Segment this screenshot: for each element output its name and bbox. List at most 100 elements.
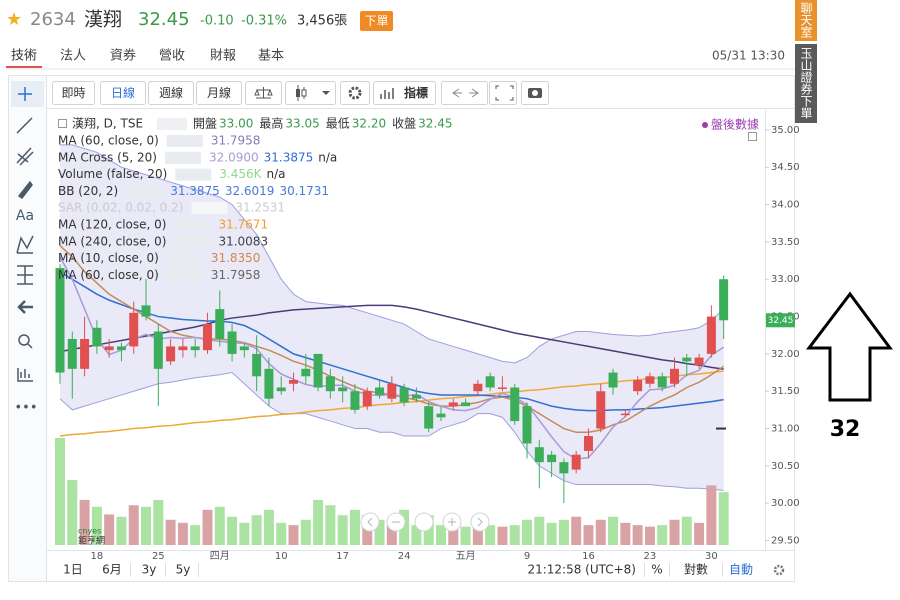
volume-bar (202, 509, 213, 545)
volume-bar (595, 519, 606, 545)
text-tool[interactable]: Aa (16, 208, 34, 224)
candle-body (485, 376, 495, 388)
volume-bar (472, 522, 483, 545)
remove-tool[interactable] (17, 300, 33, 314)
x-tick-label: 9 (524, 551, 530, 562)
legend-value: 33.00 (219, 117, 253, 131)
indicator-icons[interactable] (191, 202, 228, 215)
candle-body (473, 383, 483, 392)
volume-bar (706, 485, 717, 545)
volume-bar (608, 516, 619, 545)
candle-body (682, 357, 692, 362)
monthly-label[interactable]: 月線 (207, 85, 231, 100)
tab[interactable]: 法人 (60, 49, 86, 64)
indicator-icons[interactable] (174, 235, 211, 248)
favorite-star[interactable]: ★ (6, 9, 22, 30)
candle-body (264, 368, 274, 399)
percent-toggle[interactable]: % (651, 563, 662, 577)
chart-style-candle (301, 89, 307, 97)
range-3y[interactable]: 3y (142, 563, 157, 577)
tab[interactable]: 資券 (110, 48, 136, 64)
undo-redo-icon (452, 88, 479, 98)
monthly-button[interactable] (196, 81, 242, 105)
volume-bar (276, 522, 287, 545)
order-button-label[interactable]: 下單 (364, 14, 388, 28)
measure-tool[interactable] (17, 265, 33, 285)
volume-bar (399, 509, 410, 545)
reset[interactable] (414, 512, 434, 532)
tab[interactable]: 營收 (159, 49, 185, 64)
log-toggle[interactable]: 對數 (684, 563, 708, 577)
annotation-arrow (805, 291, 893, 402)
broker-order-label[interactable]: 玉山證券下單 (799, 47, 813, 119)
fullscreen-button[interactable] (489, 81, 517, 105)
auto-toggle[interactable]: 自動 (729, 563, 753, 577)
legend-value: 33.05 (285, 117, 319, 131)
toolbar: 即時 日線 週線 月線 指標 (52, 81, 549, 105)
indicator-value: 31.0083 (218, 234, 268, 248)
zoom-tool[interactable] (18, 334, 30, 346)
chat-button-label[interactable]: 聊天室 (799, 2, 813, 38)
scroll-right[interactable] (470, 512, 490, 532)
order-button[interactable] (360, 11, 393, 31)
undo-redo-button[interactable] (441, 81, 488, 105)
tab[interactable]: 技術 (11, 49, 37, 64)
realtime-button[interactable] (52, 81, 95, 105)
range-5y[interactable]: 5y (176, 563, 191, 577)
stock-code: 2634 (30, 9, 76, 30)
candle-body (80, 338, 90, 369)
indicator-tool[interactable] (17, 368, 33, 382)
tab[interactable]: 基本 (258, 49, 284, 64)
candle-body (547, 454, 557, 463)
indicator-value: 31.3875 (170, 184, 220, 198)
chat-button[interactable] (795, 0, 817, 41)
indicator-icons[interactable] (166, 269, 203, 282)
indicator-icons[interactable] (174, 219, 211, 231)
legend-collapse[interactable] (58, 119, 67, 128)
settings-button[interactable] (340, 81, 370, 105)
legend-value: 32.20 (352, 117, 386, 131)
candle-body (313, 353, 323, 388)
volume-bar (448, 519, 459, 545)
indicator-label[interactable]: 指標 (404, 85, 428, 100)
indicator-icons[interactable] (164, 151, 201, 164)
realtime-label[interactable]: 即時 (61, 86, 85, 100)
band-lower (59, 372, 724, 492)
line-tool[interactable] (16, 117, 33, 134)
weekly-button[interactable] (148, 81, 194, 105)
volume-bar (263, 509, 274, 545)
broker-order-button[interactable] (795, 44, 817, 123)
indicator-icons[interactable] (166, 252, 203, 265)
daily-label[interactable]: 日線 (111, 85, 135, 100)
crosshair-tool[interactable] (18, 87, 32, 101)
indicator-icons[interactable] (166, 135, 203, 147)
footer-settings[interactable] (773, 564, 785, 576)
zoom-controls (360, 512, 490, 532)
y-tick-label: 33.50 (771, 237, 800, 248)
post-market-toggle[interactable] (748, 132, 757, 141)
tab[interactable]: 財報 (210, 49, 236, 64)
scroll-left[interactable] (360, 512, 380, 532)
volume-bar (558, 519, 569, 545)
weekly-label[interactable]: 週線 (159, 85, 183, 100)
price-change: -0.10 (200, 14, 234, 29)
range-1d[interactable]: 1日 (63, 563, 83, 577)
indicator-icons[interactable] (126, 185, 163, 198)
volume-bar (300, 519, 311, 545)
brush-tool[interactable] (17, 180, 33, 200)
pattern-tool[interactable] (16, 235, 34, 254)
indicator-value: n/a (318, 150, 337, 164)
range-6m[interactable]: 6月 (102, 563, 122, 577)
daily-button[interactable] (100, 81, 146, 105)
indicator-name: MA (10, close, 0) (58, 251, 159, 265)
post-market-label[interactable]: 盤後數據 (711, 118, 759, 132)
candle-body (166, 346, 176, 362)
candle-body (399, 387, 409, 403)
more-tools[interactable]: ••• (14, 401, 37, 416)
pitchfork-tool[interactable] (16, 147, 34, 166)
volume-bar (657, 525, 668, 545)
volume-bar (128, 505, 139, 545)
indicator-icons[interactable] (175, 168, 212, 181)
indicator-value: 31.7958 (211, 268, 261, 282)
indicator-name: MA (60, close, 0) (58, 134, 159, 148)
